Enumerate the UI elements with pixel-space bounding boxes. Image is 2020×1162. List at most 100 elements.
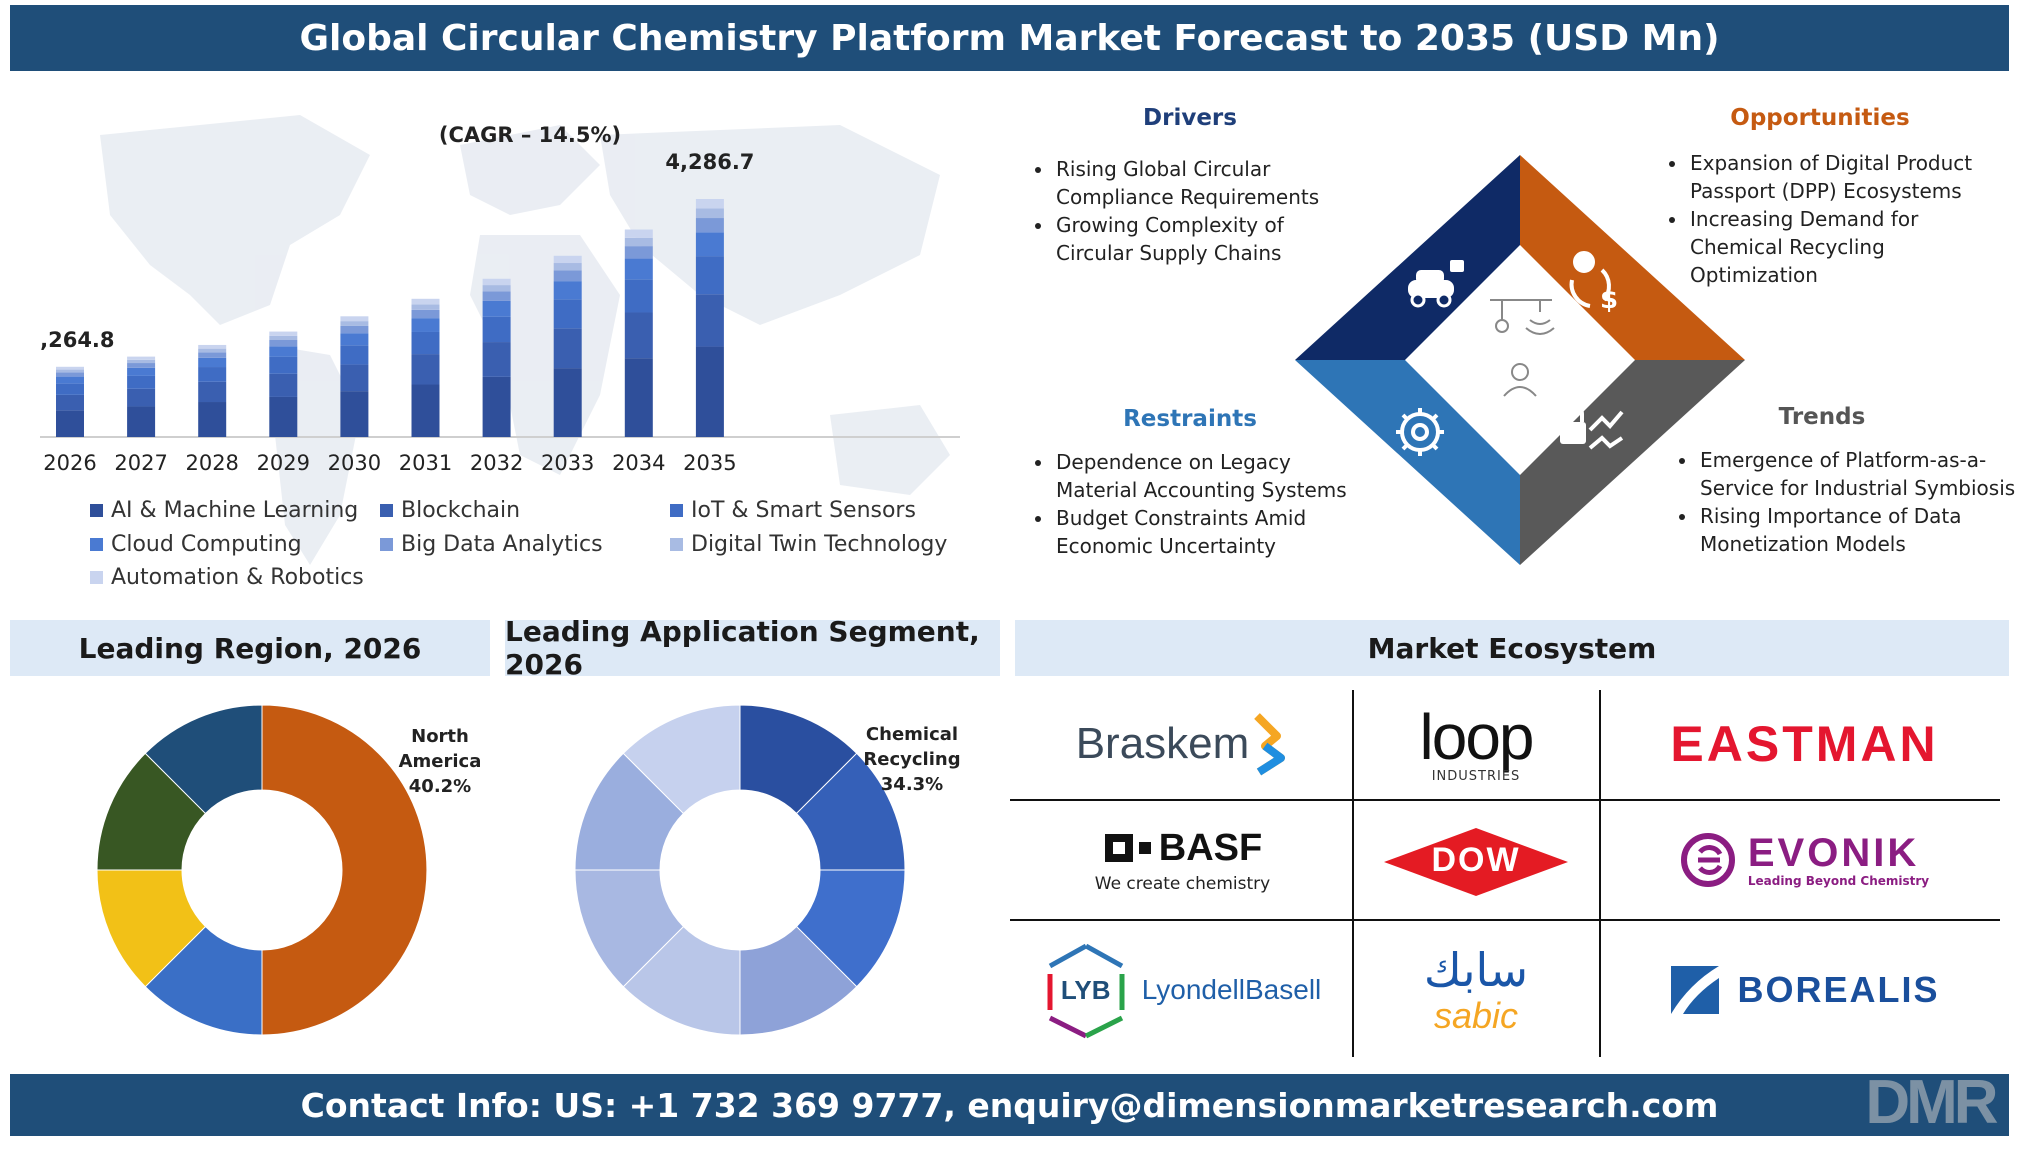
braskem-wordmark: Braskem bbox=[1075, 719, 1250, 768]
opportunities-item: Expansion of Digital Product Passport (D… bbox=[1688, 149, 2008, 205]
svg-text:$: $ bbox=[1600, 285, 1618, 315]
bar-segment-2030-6 bbox=[340, 321, 369, 326]
bar-segment-2035-6 bbox=[695, 208, 724, 219]
bar-segment-2032-4 bbox=[482, 300, 511, 317]
last-value-label: 4,286.7 bbox=[665, 150, 754, 174]
bar-segment-2034-1 bbox=[624, 358, 653, 437]
bar-segment-2029-4 bbox=[269, 346, 298, 357]
bar-segment-2035-3 bbox=[695, 256, 724, 295]
sabic-wordmark: sabic bbox=[1433, 995, 1519, 1036]
bar-segment-2034-2 bbox=[624, 312, 653, 359]
drivers-list: Rising Global Circular Compliance Requir… bbox=[1026, 155, 1354, 267]
restraints-list: Dependence on Legacy Material Accounting… bbox=[1026, 448, 1374, 560]
x-tick-label: 2033 bbox=[541, 451, 594, 475]
bar-segment-2035-2 bbox=[695, 294, 724, 347]
bar-segment-2028-2 bbox=[198, 381, 227, 403]
bar-segment-2035-7 bbox=[695, 199, 724, 209]
bar-segment-2029-2 bbox=[269, 373, 298, 397]
bar-segment-2027-4 bbox=[127, 367, 156, 376]
opportunities-item: Increasing Demand for Chemical Recycling… bbox=[1688, 205, 2008, 289]
gear-icon bbox=[1396, 408, 1444, 456]
evonik-tagline: Leading Beyond Chemistry bbox=[1747, 874, 1930, 888]
legend-swatch bbox=[670, 504, 683, 517]
robot-car-icon bbox=[1408, 260, 1464, 308]
bar-segment-2032-2 bbox=[482, 342, 511, 377]
legend-swatch bbox=[90, 504, 103, 517]
drivers-item: Growing Complexity of Circular Supply Ch… bbox=[1054, 211, 1354, 267]
bar-segment-2027-2 bbox=[127, 388, 156, 407]
bar-segment-2028-3 bbox=[198, 367, 227, 382]
bar-segment-2033-4 bbox=[553, 281, 582, 300]
bar-segment-2033-1 bbox=[553, 368, 582, 437]
bar-segment-2030-4 bbox=[340, 333, 369, 346]
x-tick-label: 2027 bbox=[114, 451, 167, 475]
region-callout-line2: America bbox=[399, 751, 482, 772]
application-slice-8 bbox=[622, 704, 741, 815]
bar-segment-2026-6 bbox=[56, 369, 84, 373]
legend-label: Digital Twin Technology bbox=[691, 532, 948, 557]
braskem-mark-icon bbox=[1254, 713, 1286, 776]
stacked-bar-chart: 2026 2027 2028 2029 2030 2031 2032 2033 2034 2035… bbox=[40, 123, 960, 475]
trends-list: Emergence of Platform-as-a-Service for I… bbox=[1670, 446, 2020, 558]
lock-trend-icon bbox=[1560, 403, 1624, 450]
legend-cloud: Cloud Computing bbox=[90, 532, 302, 557]
bar-segment-2034-6 bbox=[624, 237, 653, 247]
legend-label: Big Data Analytics bbox=[401, 532, 603, 557]
bar-segment-2032-1 bbox=[482, 376, 511, 437]
ecosystem-grid bbox=[1010, 690, 2000, 1057]
bar-segment-2031-1 bbox=[411, 384, 440, 437]
x-tick-label: 2031 bbox=[399, 451, 452, 475]
dmr-watermark: DMR bbox=[1865, 1068, 1998, 1137]
region-callout-line3: 40.2% bbox=[409, 776, 471, 797]
x-tick-label: 2028 bbox=[185, 451, 238, 475]
bar-segment-2033-7 bbox=[553, 255, 582, 264]
bar-segment-2035-1 bbox=[695, 346, 724, 437]
legend-label: Blockchain bbox=[401, 498, 521, 523]
opportunities-list: Expansion of Digital Product Passport (D… bbox=[1660, 149, 2008, 289]
application-section-title: Leading Application Segment, 2026 bbox=[505, 615, 1000, 681]
bar-segment-2026-2 bbox=[56, 394, 84, 411]
lyondellbasell-wordmark: LyondellBasell bbox=[1141, 974, 1322, 1005]
legend-automation: Automation & Robotics bbox=[90, 565, 364, 590]
sabic-logo: سابك sabic bbox=[1356, 925, 1596, 1055]
x-tick-label: 2030 bbox=[328, 451, 381, 475]
bar-segment-2031-4 bbox=[411, 318, 440, 332]
bar-segment-2034-5 bbox=[624, 246, 653, 259]
bar-segment-2030-7 bbox=[340, 316, 369, 322]
bar-segment-2030-5 bbox=[340, 325, 369, 334]
center-diamond bbox=[1405, 245, 1635, 475]
bar-segment-2029-1 bbox=[269, 396, 298, 437]
bar-segment-2028-1 bbox=[198, 402, 227, 437]
bar-segment-2027-1 bbox=[127, 406, 156, 437]
first-value-label: 1,264.8 bbox=[40, 328, 115, 352]
bar-segment-2030-3 bbox=[340, 345, 369, 365]
bar-segment-2028-5 bbox=[198, 352, 227, 358]
bar-segment-2027-5 bbox=[127, 363, 156, 368]
ecosystem-section-title: Market Ecosystem bbox=[1015, 620, 2009, 676]
bar-segment-2031-6 bbox=[411, 304, 440, 310]
restraints-item: Budget Constraints Amid Economic Uncerta… bbox=[1054, 504, 1374, 560]
bar-segment-2033-5 bbox=[553, 270, 582, 282]
evonik-logo: EVONIK Leading Beyond Chemistry bbox=[1602, 805, 2007, 915]
recycle-money-icon: $ bbox=[1569, 251, 1618, 315]
contact-footer: Contact Info: US: +1 732 369 9777, enqui… bbox=[10, 1074, 2009, 1136]
bar-segment-2033-2 bbox=[553, 328, 582, 369]
borealis-wordmark: BOREALIS bbox=[1737, 969, 1940, 1010]
lyondellbasell-logo: LYB LyondellBasell bbox=[1015, 925, 1350, 1055]
bar-segment-2029-7 bbox=[269, 331, 298, 336]
bar-segment-2031-7 bbox=[411, 298, 440, 305]
legend-iot: IoT & Smart Sensors bbox=[670, 498, 916, 523]
lyb-mark-text: LYB bbox=[1060, 974, 1111, 1005]
page-title: Global Circular Chemistry Platform Marke… bbox=[10, 5, 2009, 71]
bar-segment-2033-3 bbox=[553, 299, 582, 329]
bar-segment-2031-5 bbox=[411, 309, 440, 319]
borealis-mark-icon bbox=[1671, 966, 1720, 1014]
bar-segment-2030-2 bbox=[340, 364, 369, 392]
loop-industries-logo: loop INDUSTRIES bbox=[1356, 690, 1596, 798]
bar-segment-2031-3 bbox=[411, 331, 440, 355]
application-callout-line3: 34.3% bbox=[881, 774, 943, 795]
bar-segment-2026-5 bbox=[56, 372, 84, 377]
region-callout-line1: North bbox=[411, 726, 469, 747]
basf-mark-icon bbox=[1104, 834, 1151, 862]
bar-segment-2030-1 bbox=[340, 391, 369, 437]
